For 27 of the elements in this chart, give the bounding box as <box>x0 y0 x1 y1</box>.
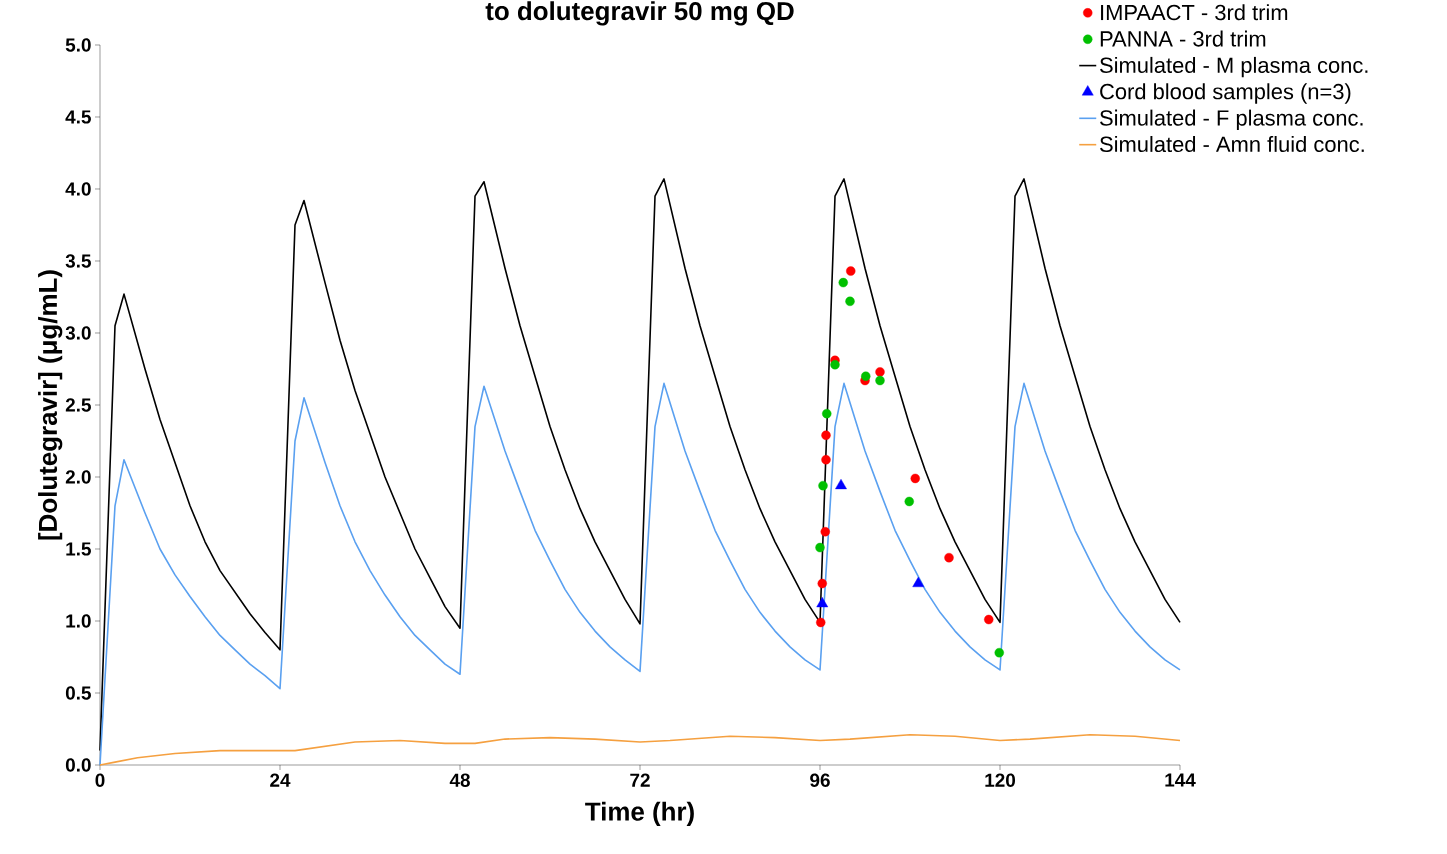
x-axis-title: Time (hr) <box>585 801 694 826</box>
y-tick-label: 4.5 <box>65 110 91 124</box>
x-tick-label: 0 <box>95 773 105 787</box>
x-tick-label: 24 <box>270 773 291 787</box>
y-tick-label: 1.5 <box>66 542 91 556</box>
legend-label: IMPAACT - 3rd trim <box>1101 4 1288 21</box>
y-tick-label: 2.0 <box>65 470 91 484</box>
y-tick-label: 5.0 <box>65 38 91 52</box>
legend-label: Simulated - F plasma conc. <box>1100 109 1363 131</box>
y-tick-label: 3.5 <box>65 254 91 268</box>
chart-title: to dolutegravir 50 mg QD <box>485 1 794 26</box>
y-tick-label: 1.0 <box>66 614 91 628</box>
y-tick-label: 4.0 <box>65 182 91 196</box>
y-axis-title: [Dolutegravir] (μg/mL) <box>38 270 63 540</box>
y-tick-label: 3.0 <box>65 326 91 340</box>
y-tick-label: 0.0 <box>65 758 91 772</box>
y-tick-label: 2.5 <box>65 398 91 412</box>
legend-label: Cord blood samples (n=3) <box>1100 83 1351 104</box>
x-tick-label: 72 <box>630 773 650 787</box>
x-tick-label: 120 <box>985 773 1016 787</box>
x-tick-label: 48 <box>449 773 470 787</box>
legend-label: PANNA - 3rd trim <box>1100 30 1266 47</box>
x-tick-label: 144 <box>1165 773 1196 787</box>
y-tick-label: 0.5 <box>65 686 91 700</box>
legend-label: Simulated - M plasma conc. <box>1100 56 1368 78</box>
legend-label: Simulated - Amn fluid conc. <box>1100 135 1364 153</box>
x-tick-label: 96 <box>810 773 830 787</box>
